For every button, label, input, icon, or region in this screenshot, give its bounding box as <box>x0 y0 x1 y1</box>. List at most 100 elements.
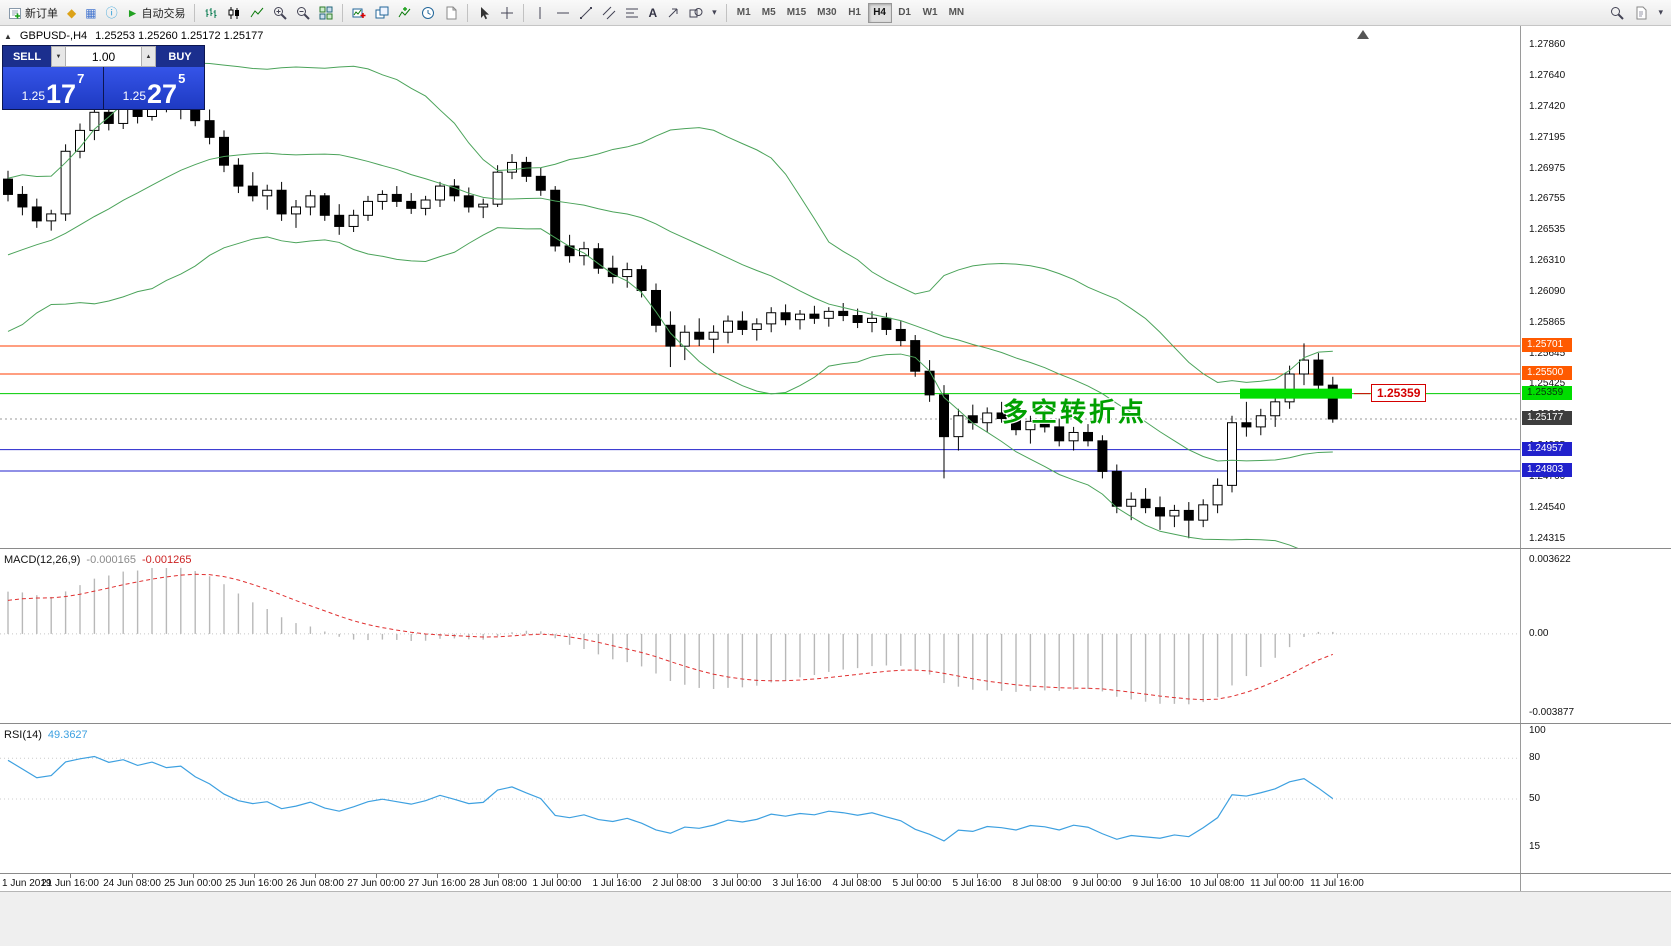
macd-axis[interactable]: 0.003622 0.00 -0.003877 <box>1520 549 1671 723</box>
data-window-button[interactable] <box>1630 2 1652 24</box>
bar-chart-button[interactable] <box>200 2 222 24</box>
text-tool-icon: A <box>648 5 658 20</box>
macd-signal-value: -0.001265 <box>141 554 192 566</box>
vertical-line-button[interactable] <box>529 2 551 24</box>
timeframe-m15-button[interactable]: M15 <box>782 3 811 23</box>
time-tick <box>617 874 618 878</box>
time-tick <box>557 874 558 878</box>
rsi-axis[interactable]: 100 80 50 15 <box>1520 724 1671 873</box>
price-axis-label: 1.26090 <box>1529 285 1566 297</box>
one-click-toggle-icon[interactable]: ▲ <box>4 31 12 41</box>
market-watch-button[interactable]: ▦ <box>81 2 100 24</box>
timeframe-d1-button[interactable]: D1 <box>893 3 917 23</box>
arrow-tool-button[interactable] <box>662 2 684 24</box>
shapes-icon <box>689 7 703 17</box>
zoom-in-button[interactable] <box>269 2 291 24</box>
price-axis[interactable]: 1.27860 1.27640 1.27420 1.27195 1.26975 1.267… <box>1520 26 1671 548</box>
time-tick <box>797 874 798 878</box>
price-axis-label: 1.26755 <box>1529 193 1566 205</box>
price-axis-label: 1.27640 <box>1529 70 1566 82</box>
timeframe-m30-button[interactable]: M30 <box>812 3 841 23</box>
autotrading-button[interactable]: ► 自动交易 <box>123 2 190 24</box>
macd-chart[interactable] <box>0 549 1520 724</box>
more-tools-button[interactable]: ▾ <box>708 2 721 24</box>
rsi-label: RSI(14) 49.3627 <box>4 729 88 741</box>
zoom-out-button[interactable] <box>292 2 314 24</box>
timeframe-w1-button[interactable]: W1 <box>918 3 943 23</box>
rsi-axis-label: 15 <box>1529 840 1541 852</box>
volume-input[interactable] <box>66 46 141 67</box>
time-tick <box>254 874 255 878</box>
search-button[interactable] <box>1606 2 1628 24</box>
price-axis-label: 1.26535 <box>1529 223 1566 235</box>
price-level-tag[interactable]: 1.24803 <box>1522 463 1572 478</box>
fibonacci-button[interactable] <box>621 2 643 24</box>
macd-main-value: -0.000165 <box>86 554 136 566</box>
timeframe-mn-button[interactable]: MN <box>944 3 970 23</box>
macd-axis-label: -0.003877 <box>1529 707 1575 718</box>
annotation-text[interactable]: 多空转折点 <box>1002 397 1148 427</box>
time-tick <box>1277 874 1278 878</box>
sell-button[interactable]: SELL <box>3 46 51 67</box>
indicators-button[interactable] <box>394 2 416 24</box>
rsi-panel[interactable]: RSI(14) 49.3627 100 80 50 15 <box>0 723 1671 873</box>
new-order-button[interactable]: 新订单 <box>4 2 62 24</box>
timeframe-h1-button[interactable]: H1 <box>843 3 867 23</box>
timeframe-m5-button[interactable]: M5 <box>757 3 781 23</box>
time-axis-label: 8 Jul 08:00 <box>1012 878 1062 889</box>
one-click-prices: 1.25 17 7 1.25 27 5 <box>3 67 204 109</box>
zoom-out-icon <box>297 6 311 20</box>
time-axis-label: 27 Jun 16:00 <box>408 878 466 889</box>
macd-panel[interactable]: MACD(12,26,9) -0.000165 -0.001265 0.003622… <box>0 548 1671 723</box>
trendline-button[interactable] <box>575 2 597 24</box>
cascade-windows-button[interactable] <box>371 2 393 24</box>
main-chart-panel[interactable]: ▲ GBPUSD-,H4 1.25253 1.25260 1.25172 1.2… <box>0 26 1671 548</box>
metaeditor-button[interactable]: ◆ <box>63 2 80 24</box>
channel-button[interactable] <box>598 2 620 24</box>
time-axis-label: 11 Jul 16:00 <box>1310 878 1364 889</box>
price-level-tag[interactable]: 1.25359 <box>1522 385 1572 400</box>
time-axis[interactable]: 1 Jun 2019 21 Jun 16:00 24 Jun 08:00 25 Jun… <box>0 873 1671 891</box>
indicators-icon <box>399 6 411 17</box>
timeframe-h4-button[interactable]: H4 <box>867 2 892 23</box>
rsi-axis-label: 80 <box>1529 752 1541 764</box>
price-level-tag[interactable]: 1.25701 <box>1522 338 1572 353</box>
shapes-button[interactable] <box>685 2 707 24</box>
price-level-tag[interactable]: 1.25177 <box>1522 410 1572 425</box>
new-order-icon <box>9 7 21 19</box>
tile-windows-button[interactable] <box>315 2 337 24</box>
crosshair-button[interactable] <box>496 2 518 24</box>
panel-toggle-button[interactable]: ▾ <box>1654 2 1667 24</box>
toolbar-separator <box>194 3 196 22</box>
symbol-info: ▲ GBPUSD-,H4 1.25253 1.25260 1.25172 1.2… <box>4 30 263 42</box>
zoom-in-icon <box>274 6 288 20</box>
text-tool-button[interactable]: A <box>644 2 661 24</box>
clock-icon <box>422 6 435 19</box>
market-watch-icon: ▦ <box>85 5 97 20</box>
timeframe-m1-button[interactable]: M1 <box>732 3 756 23</box>
macd-axis-label: 0.003622 <box>1529 554 1571 565</box>
time-tick <box>917 874 918 878</box>
price-level-callout[interactable]: 1.25359 <box>1371 383 1427 402</box>
candlestick-chart[interactable] <box>0 26 1520 548</box>
buy-price-button[interactable]: 1.25 27 5 <box>104 67 204 109</box>
time-axis-label: 9 Jul 00:00 <box>1072 878 1122 889</box>
templates-button[interactable] <box>440 2 462 24</box>
help-button[interactable]: ⓘ <box>102 2 122 24</box>
price-axis-label: 1.26975 <box>1529 162 1566 174</box>
line-chart-button[interactable] <box>246 2 268 24</box>
price-level-tag[interactable]: 1.24957 <box>1522 441 1572 456</box>
price-level-tag[interactable]: 1.25500 <box>1522 366 1572 380</box>
candlestick-chart-button[interactable] <box>223 2 245 24</box>
volume-decrease-button[interactable]: ▼ <box>51 46 66 67</box>
buy-button[interactable]: BUY <box>156 46 204 67</box>
new-chart-button[interactable] <box>348 2 370 24</box>
volume-increase-button[interactable]: ▲ <box>141 46 156 67</box>
periods-button[interactable] <box>417 2 439 24</box>
rsi-chart[interactable] <box>0 724 1520 874</box>
horizontal-line-button[interactable] <box>552 2 574 24</box>
time-axis-label: 5 Jul 16:00 <box>952 878 1002 889</box>
sell-price-button[interactable]: 1.25 17 7 <box>3 67 103 109</box>
cursor-button[interactable] <box>473 2 495 24</box>
